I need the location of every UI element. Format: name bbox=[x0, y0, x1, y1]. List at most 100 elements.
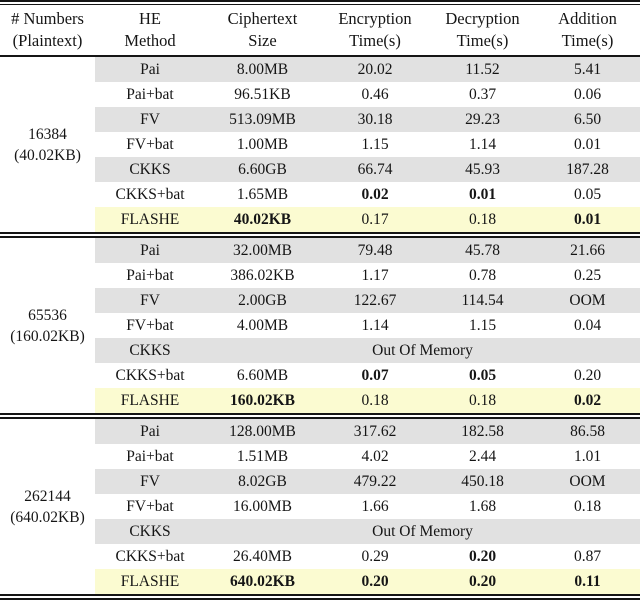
row-spacer bbox=[0, 544, 95, 569]
table-row: FLASHE 160.02KB 0.18 0.18 0.02 bbox=[0, 388, 640, 413]
value-cell: 0.46 bbox=[361, 86, 389, 103]
group-label: 262144 (640.02KB) bbox=[0, 486, 95, 528]
method-cell: CKKS bbox=[129, 523, 171, 540]
method-cell: FLASHE bbox=[120, 573, 180, 590]
method-cell: FV+bat bbox=[126, 498, 174, 515]
method-cell: Pai bbox=[140, 242, 160, 259]
value-cell: 1.68 bbox=[468, 498, 497, 515]
value-cell: 45.93 bbox=[465, 161, 500, 178]
value-cell: 0.07 bbox=[361, 367, 389, 384]
value-cell: 1.14 bbox=[468, 136, 497, 153]
row-spacer bbox=[0, 388, 95, 413]
value-cell: 513.09MB bbox=[229, 111, 296, 128]
value-cell: 0.29 bbox=[361, 548, 389, 565]
method-cell: Pai+bat bbox=[126, 267, 174, 284]
row-spacer bbox=[0, 363, 95, 388]
row-band: FV 513.09MB 30.18 29.23 6.50 bbox=[95, 107, 640, 132]
row-band: Pai 128.00MB 317.62 182.58 86.58 bbox=[95, 419, 640, 444]
value-cell: OOM bbox=[569, 292, 606, 309]
group-label-count: 65536 bbox=[28, 306, 67, 324]
row-band: CKKS 6.60GB 66.74 45.93 187.28 bbox=[95, 157, 640, 182]
table-row: Pai+bat 1.51MB 4.02 2.44 1.01 bbox=[0, 444, 640, 469]
table-row: CKKS 6.60GB 66.74 45.93 187.28 bbox=[0, 157, 640, 182]
row-spacer bbox=[0, 569, 95, 594]
method-cell: CKKS+bat bbox=[115, 186, 185, 203]
value-cell: 0.18 bbox=[573, 498, 602, 515]
row-band: FV 2.00GB 122.67 114.54 OOM bbox=[95, 288, 640, 313]
header-line: Method bbox=[124, 31, 176, 50]
table-row: CKKS Out Of Memory bbox=[0, 338, 640, 363]
value-cell: 26.40MB bbox=[233, 548, 292, 565]
value-cell: 182.58 bbox=[461, 423, 504, 440]
value-cell: 0.25 bbox=[573, 267, 602, 284]
row-spacer bbox=[0, 207, 95, 232]
value-cell: 0.01 bbox=[468, 186, 497, 203]
value-cell: 0.05 bbox=[468, 367, 497, 384]
row-spacer bbox=[0, 57, 95, 82]
group-label-size: (640.02KB) bbox=[10, 508, 85, 526]
header-ciphertext-size: Ciphertext Size bbox=[205, 8, 320, 52]
row-band: FLASHE 160.02KB 0.18 0.18 0.02 bbox=[95, 388, 640, 413]
value-cell: 20.02 bbox=[357, 61, 393, 78]
table-row: Pai 128.00MB 317.62 182.58 86.58 bbox=[0, 419, 640, 444]
value-cell: 0.20 bbox=[468, 548, 497, 565]
table-row: Pai 8.00MB 20.02 11.52 5.41 bbox=[0, 57, 640, 82]
method-cell: Pai+bat bbox=[126, 448, 174, 465]
row-spacer bbox=[0, 419, 95, 444]
oom-span-cell: Out Of Memory bbox=[372, 523, 473, 540]
value-cell: 0.78 bbox=[468, 267, 497, 284]
row-band: Pai+bat 386.02KB 1.17 0.78 0.25 bbox=[95, 263, 640, 288]
table-bottom-rule bbox=[0, 594, 640, 600]
value-cell: 0.18 bbox=[468, 211, 497, 228]
value-cell: 16.00MB bbox=[233, 498, 292, 515]
value-cell: 0.05 bbox=[573, 186, 602, 203]
value-cell: 450.18 bbox=[461, 473, 504, 490]
value-cell: 5.41 bbox=[573, 61, 602, 78]
value-cell: 317.62 bbox=[353, 423, 397, 440]
header-line: # Numbers bbox=[11, 9, 84, 28]
value-cell: OOM bbox=[569, 473, 606, 490]
value-cell: 40.02KB bbox=[233, 211, 292, 228]
value-cell: 30.18 bbox=[357, 111, 393, 128]
value-cell: 128.00MB bbox=[229, 423, 296, 440]
header-line: Ciphertext bbox=[227, 9, 298, 28]
value-cell: 122.67 bbox=[353, 292, 397, 309]
header-numbers-plaintext: # Numbers (Plaintext) bbox=[0, 8, 95, 52]
table-row: CKKS+bat 26.40MB 0.29 0.20 0.87 bbox=[0, 544, 640, 569]
table-row: FV+bat 4.00MB 1.14 1.15 0.04 bbox=[0, 313, 640, 338]
value-cell: 0.18 bbox=[361, 392, 389, 409]
value-cell: 0.37 bbox=[468, 86, 497, 103]
row-band: FV 8.02GB 479.22 450.18 OOM bbox=[95, 469, 640, 494]
value-cell: 0.17 bbox=[361, 211, 389, 228]
table-row: FLASHE 640.02KB 0.20 0.20 0.11 bbox=[0, 569, 640, 594]
header-line: Decryption bbox=[445, 9, 520, 28]
header-line: Encryption bbox=[338, 9, 412, 28]
group-divider-rule bbox=[0, 232, 640, 238]
value-cell: 8.02GB bbox=[238, 473, 287, 490]
row-band: CKKS Out Of Memory bbox=[95, 338, 640, 363]
group-label-size: (160.02KB) bbox=[10, 327, 85, 345]
method-cell: CKKS bbox=[129, 342, 171, 359]
value-cell: 1.15 bbox=[468, 317, 497, 334]
row-band: Pai 32.00MB 79.48 45.78 21.66 bbox=[95, 238, 640, 263]
group-divider-rule bbox=[0, 413, 640, 419]
value-cell: 0.04 bbox=[573, 317, 602, 334]
value-cell: 187.28 bbox=[566, 161, 609, 178]
header-addition-time: Addition Time(s) bbox=[535, 8, 640, 52]
value-cell: 4.00MB bbox=[236, 317, 289, 334]
method-cell: Pai+bat bbox=[126, 86, 174, 103]
value-cell: 1.51MB bbox=[236, 448, 289, 465]
table-row: Pai+bat 386.02KB 1.17 0.78 0.25 bbox=[0, 263, 640, 288]
value-cell: 0.20 bbox=[573, 367, 602, 384]
group-label: 65536 (160.02KB) bbox=[0, 305, 95, 347]
value-cell: 66.74 bbox=[357, 161, 393, 178]
value-cell: 6.60MB bbox=[236, 367, 289, 384]
group-label-size: (40.02KB) bbox=[14, 146, 81, 164]
group-label-count: 262144 bbox=[24, 487, 71, 505]
method-cell: FV+bat bbox=[126, 317, 174, 334]
value-cell: 8.00MB bbox=[236, 61, 289, 78]
value-cell: 1.15 bbox=[361, 136, 389, 153]
header-line: (Plaintext) bbox=[12, 31, 83, 50]
row-spacer bbox=[0, 238, 95, 263]
value-cell: 79.48 bbox=[357, 242, 393, 259]
